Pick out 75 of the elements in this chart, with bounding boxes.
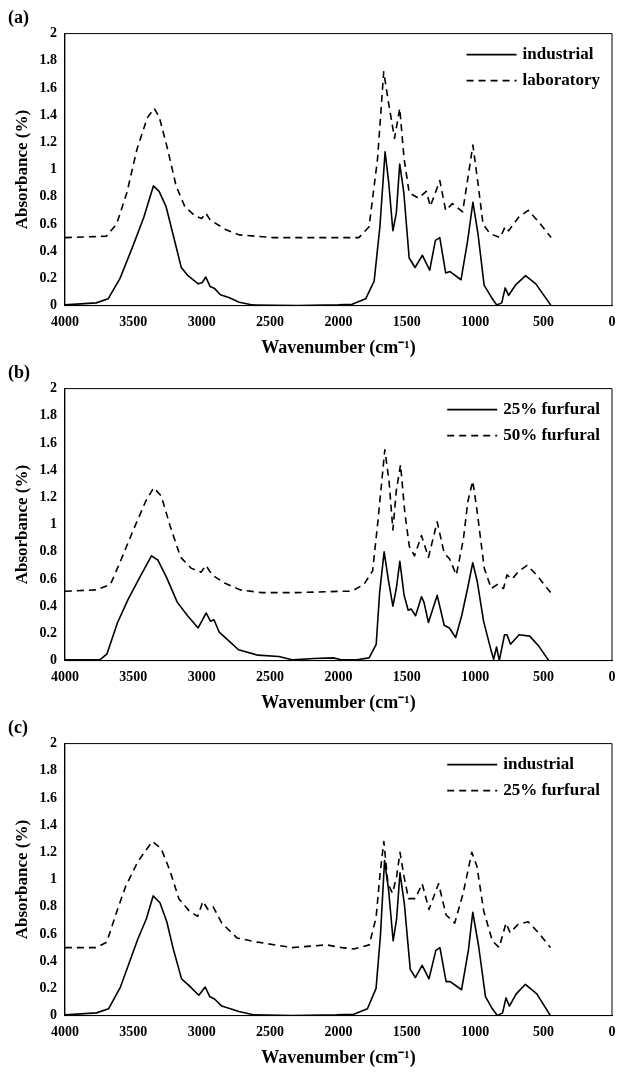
y-tick-label: 1.4 [39,816,57,832]
y-tick-label: 0.2 [39,270,57,286]
legend-label: 50% furfural [503,424,601,444]
y-tick-label: 0.2 [39,625,57,641]
x-tick-label: 1000 [461,668,490,684]
x-tick-label: 0 [608,1023,616,1039]
x-tick-label: 500 [533,668,555,684]
x-tick-label: 3000 [187,668,216,684]
y-tick-label: 0.4 [39,952,57,968]
legend-label: 25% furfural [503,398,601,418]
y-tick-label: 0 [49,1007,57,1023]
y-tick-label: 0.6 [39,570,57,586]
x-tick-label: 500 [533,1023,555,1039]
y-tick-label: 1.6 [39,434,57,450]
y-tick-label: 1.2 [39,134,57,150]
y-tick-label: 1.8 [39,762,57,778]
x-tick-label: 4000 [50,313,79,329]
legend-label: industrial [503,753,575,773]
y-tick-label: 1.8 [39,52,57,68]
x-tick-label: 500 [533,313,555,329]
x-tick-label: 1500 [392,668,421,684]
x-tick-label: 0 [608,668,616,684]
x-tick-label: 2500 [256,668,285,684]
chart-title: (b) [8,362,30,384]
x-tick-label: 3500 [119,1023,148,1039]
x-tick-label: 2500 [256,313,285,329]
x-tick-label: 1500 [392,1023,421,1039]
x-tick-label: 2000 [324,313,353,329]
legend-label: industrial [522,43,594,63]
y-tick-label: 1 [49,516,57,532]
chart-title: (a) [8,7,29,29]
x-tick-label: 4000 [50,668,79,684]
chart-title: (c) [8,717,28,739]
x-tick-label: 3000 [187,1023,216,1039]
y-tick-label: 1.6 [39,79,57,95]
y-tick-label: 0.2 [39,980,57,996]
y-tick-label: 2 [49,735,57,751]
y-tick-label: 0.8 [39,543,57,559]
x-tick-label: 3500 [119,313,148,329]
y-tick-label: 0.8 [39,898,57,914]
y-tick-label: 1.2 [39,489,57,505]
legend-label: laboratory [522,69,601,89]
y-tick-label: 1 [49,161,57,177]
y-tick-label: 1.6 [39,789,57,805]
y-tick-label: 1 [49,871,57,887]
y-tick-label: 0.4 [39,242,57,258]
y-axis-title: Absorbance (%) [11,819,31,940]
legend-label: 25% furfural [503,779,601,799]
x-tick-label: 0 [608,313,616,329]
x-axis-title: Wavenumber (cm⁻¹) [261,691,416,713]
x-tick-label: 2000 [324,1023,353,1039]
y-tick-label: 2 [49,380,57,396]
y-tick-label: 0.8 [39,188,57,204]
y-axis-title: Absorbance (%) [11,464,31,585]
y-tick-label: 0 [49,297,57,313]
y-tick-label: 0 [49,652,57,668]
x-tick-label: 2000 [324,668,353,684]
x-tick-label: 1000 [461,313,490,329]
y-tick-label: 1.4 [39,106,57,122]
y-tick-label: 1.4 [39,461,57,477]
x-axis-title: Wavenumber (cm⁻¹) [261,1046,416,1068]
y-tick-label: 0.6 [39,925,57,941]
x-tick-label: 3000 [187,313,216,329]
x-tick-label: 1500 [392,313,421,329]
y-tick-label: 2 [49,25,57,41]
x-tick-label: 3500 [119,668,148,684]
x-tick-label: 1000 [461,1023,490,1039]
x-tick-label: 4000 [50,1023,79,1039]
y-tick-label: 0.6 [39,215,57,231]
y-tick-label: 1.2 [39,844,57,860]
y-tick-label: 1.8 [39,407,57,423]
x-tick-label: 2500 [256,1023,285,1039]
y-tick-label: 0.4 [39,597,57,613]
x-axis-title: Wavenumber (cm⁻¹) [261,336,416,358]
y-axis-title: Absorbance (%) [11,109,31,230]
